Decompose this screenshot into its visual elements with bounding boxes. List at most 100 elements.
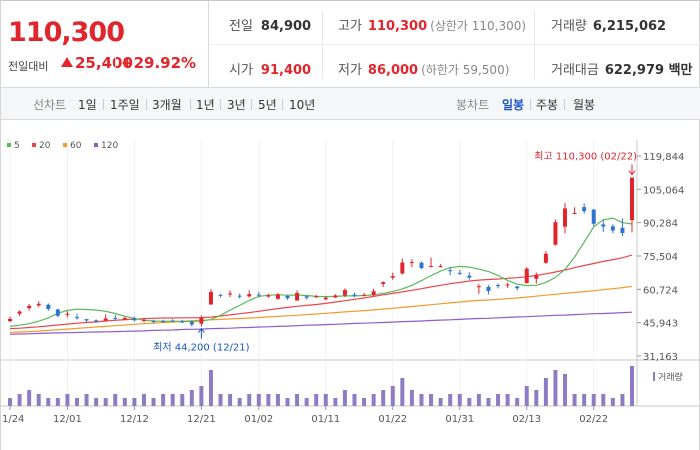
x-tick-label: 01/22 (378, 414, 407, 425)
open-label: 시가 (229, 63, 253, 78)
candle-daily[interactable]: 일봉 (502, 98, 525, 112)
candle-body (496, 285, 501, 287)
divider (282, 99, 283, 110)
volume-bar (362, 398, 367, 406)
period-5y[interactable]: 5년 (258, 98, 277, 112)
candle-chart-tab[interactable]: 봉차트 (456, 98, 490, 112)
candle-body (113, 318, 118, 320)
high-cell: 고가 110,300 (상한가 110,300) (338, 15, 526, 34)
trade-value-label: 거래대금 (551, 63, 599, 78)
volume-bar (275, 394, 280, 406)
candle-body (295, 292, 300, 301)
volume-bar (84, 394, 89, 406)
period-1d[interactable]: 1일 (78, 98, 97, 112)
x-tick-label: 11/24 (1, 414, 24, 425)
candle-body (515, 286, 520, 289)
period-1w[interactable]: 1주일 (110, 98, 140, 112)
divider (220, 99, 221, 110)
x-tick-label: 02/22 (579, 414, 608, 425)
period-3y[interactable]: 3년 (227, 98, 246, 112)
chart-toolbar: 선차트 1일 1주일 3개월 1년 3년 5년 10년 봉차트 일봉 주봉 월봉 (1, 88, 700, 120)
candle-body (620, 227, 625, 234)
high-arrow-head (628, 170, 636, 176)
candle-body (256, 294, 261, 296)
candle-body (342, 290, 347, 296)
volume-bar (496, 394, 501, 406)
volume-bar (553, 370, 558, 406)
candle-body (381, 282, 386, 284)
line-chart-tab[interactable]: 선차트 (33, 98, 67, 112)
candle-body (132, 318, 137, 321)
candle-body (610, 226, 615, 231)
divider (564, 99, 565, 110)
legend-label: 120 (101, 141, 118, 151)
volume-bar (342, 390, 347, 406)
volume-bar (381, 390, 386, 406)
candle-body (74, 316, 79, 318)
volume-bar (591, 394, 596, 406)
volume-bar (295, 394, 300, 406)
candle-body (17, 311, 22, 314)
volume-bar (476, 394, 481, 406)
x-tick-label: 01/11 (311, 414, 340, 425)
change-percent: +29.92% (121, 54, 197, 72)
price-header: 110,300 전일대비 25,400 +29.92% 전일 84,900 고가 1… (1, 0, 700, 88)
candle-body (572, 212, 577, 214)
candle-body (582, 207, 587, 212)
candle-body (333, 295, 338, 298)
period-3m[interactable]: 3개월 (152, 98, 182, 112)
y-tick-label: 60,724 (643, 285, 678, 296)
volume-bar (563, 374, 568, 406)
ma20-line (9, 254, 633, 330)
volume-bar (486, 398, 491, 406)
candle-body (352, 294, 357, 296)
volume-bar (46, 398, 51, 406)
volume-bar (170, 394, 175, 406)
volume-bar (256, 394, 261, 406)
volume-bar (371, 394, 376, 406)
candle-monthly[interactable]: 월봉 (573, 98, 596, 112)
period-1y[interactable]: 1년 (196, 98, 215, 112)
candle-body (601, 224, 606, 227)
volume-bar (400, 378, 405, 406)
volume-bar (601, 394, 606, 406)
low-arrow-head (197, 327, 205, 333)
candle-body (390, 276, 395, 278)
low-annotation: 최저 44,200 (12/21) (153, 342, 249, 354)
candle-body (409, 262, 414, 264)
candle-body (36, 303, 41, 306)
y-tick-label: 90,284 (643, 219, 678, 230)
volume-bar (572, 394, 577, 406)
volume-bar (151, 398, 156, 406)
volume-bar (199, 386, 204, 406)
x-tick-label: 01/31 (445, 414, 474, 425)
volume-legend-swatch (653, 372, 655, 381)
candle-body (8, 318, 12, 322)
candle-body (208, 291, 213, 305)
divider (103, 99, 104, 110)
candle-body (65, 313, 70, 315)
candle-body (228, 293, 233, 295)
ma60-line (9, 285, 633, 334)
legend-swatch (94, 143, 98, 147)
candle-weekly[interactable]: 주봉 (536, 98, 559, 112)
y-tick-label: 45,943 (643, 319, 678, 330)
open-cell: 시가 91,400 (229, 59, 311, 78)
candle-body (151, 321, 156, 323)
candle-body (457, 272, 462, 274)
ma120-line (9, 311, 633, 335)
volume-bar (8, 398, 12, 406)
candle-body (170, 320, 175, 322)
prev-close-value: 84,900 (260, 19, 312, 34)
period-10y[interactable]: 10년 (289, 98, 316, 112)
candle-body (141, 319, 146, 321)
candle-body (55, 309, 60, 316)
volume-bar (74, 398, 79, 406)
volume-label: 거래량 (551, 19, 587, 34)
volume-bar (189, 390, 194, 406)
current-price: 110,300 (8, 17, 125, 48)
y-tick-label: 119,844 (643, 152, 684, 163)
candle-body (476, 286, 481, 288)
candle-body (180, 321, 185, 323)
volume-bar (237, 398, 242, 406)
